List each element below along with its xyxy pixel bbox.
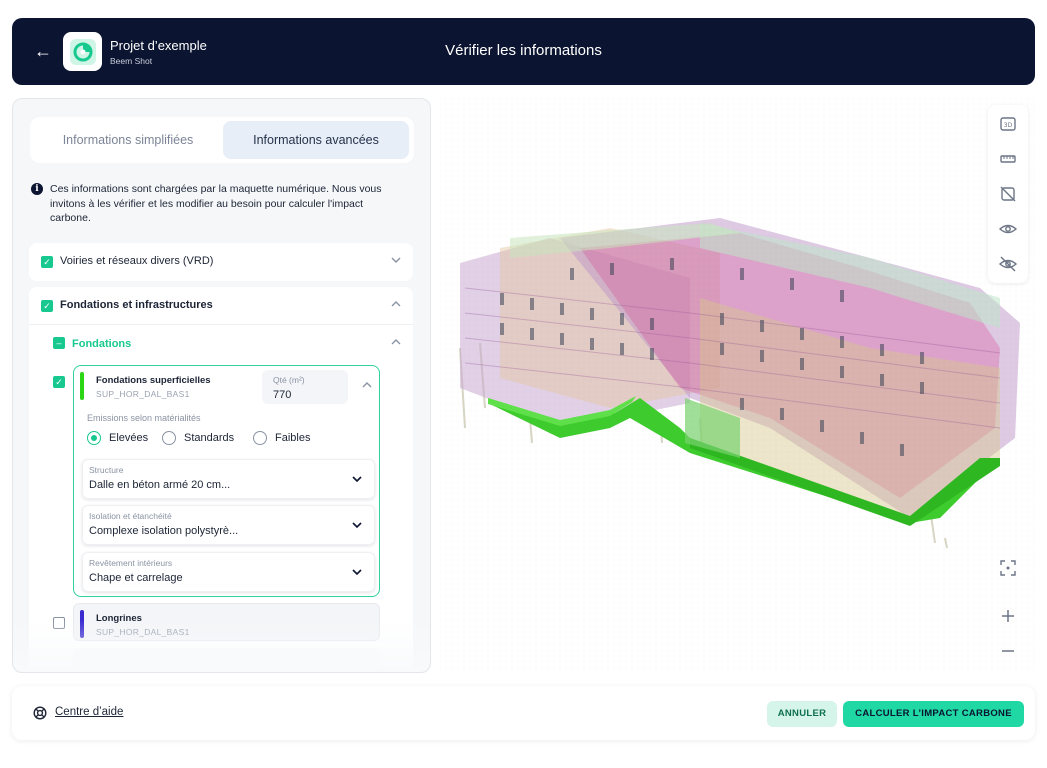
app-logo [63, 32, 102, 71]
tab-informations-avancees[interactable]: Informations avancées [223, 121, 409, 159]
quantity-label: Qté (m²) [273, 375, 305, 385]
chevron-up-icon[interactable] [389, 336, 403, 350]
page-title: Vérifier les informations [445, 42, 602, 59]
structure-select[interactable]: Structure Dalle en béton armé 20 cm... [82, 459, 375, 499]
project-logo-icon [69, 38, 96, 65]
info-message: i Ces informations sont chargées par la … [31, 182, 401, 226]
chevron-down-icon [352, 522, 362, 529]
chevron-down-icon [352, 569, 362, 576]
fondations-checkbox[interactable]: – [53, 337, 65, 349]
calculate-carbon-impact-button[interactable]: CALCULER L’IMPACT CARBONE [843, 701, 1024, 727]
vrd-checkbox[interactable]: ✓ [41, 256, 53, 268]
fondations-label: Fondations [72, 338, 132, 350]
emissions-label: Emissions selon matérialités [87, 413, 201, 423]
building-model [440, 98, 1035, 673]
tab-informations-simplifiees[interactable]: Informations simplifiées [62, 133, 194, 147]
eye-icon[interactable] [998, 219, 1018, 239]
chevron-up-icon[interactable] [361, 379, 373, 393]
zoom-in-icon[interactable] [998, 606, 1018, 626]
zoom-toolbar [988, 548, 1028, 673]
3d-model-viewer[interactable] [440, 98, 1035, 673]
fondations-infra-label: Fondations et infrastructures [60, 299, 213, 311]
longrines-code: SUP_HOR_DAL_BAS1 [96, 627, 190, 637]
longrines-title: Longrines [96, 613, 142, 624]
svg-text:3D: 3D [1004, 122, 1013, 129]
help-center-link[interactable]: Centre d’aide [55, 706, 124, 718]
fondations-subheader[interactable]: – Fondations [29, 325, 413, 361]
quantity-field[interactable]: Qté (m²) 770 [262, 370, 348, 404]
list-item [73, 648, 380, 668]
hide-selection-icon[interactable] [998, 184, 1018, 204]
footer-bar: Centre d’aide ANNULER CALCULER L’IMPACT … [12, 686, 1035, 740]
fondations-infra-checkbox[interactable]: ✓ [41, 300, 53, 312]
arrow-left-icon[interactable]: ← [34, 41, 52, 61]
top-header: ← Projet d’exemple Beem Shot Vérifier le… [12, 18, 1035, 85]
radio-standards[interactable]: Standards [162, 430, 234, 446]
card-title: Fondations superficielles [96, 375, 211, 386]
viewer-toolbar: 3D [988, 105, 1028, 283]
ruler-icon[interactable] [998, 149, 1018, 169]
eye-off-icon[interactable] [998, 254, 1018, 274]
material-color-bar [80, 372, 84, 400]
info-icon: i [31, 183, 43, 195]
revetement-label: Revêtement intérieurs [89, 558, 173, 568]
chevron-up-icon[interactable] [389, 298, 403, 312]
fondations-superficielles-card: Fondations superficielles SUP_HOR_DAL_BA… [73, 365, 380, 597]
chevron-down-icon [352, 476, 362, 483]
revetement-value: Chape et carrelage [89, 572, 183, 584]
cancel-button[interactable]: ANNULER [767, 701, 837, 727]
chevron-down-icon[interactable] [389, 254, 403, 268]
zoom-out-icon[interactable] [998, 641, 1018, 661]
section-vrd[interactable]: ✓ Voiries et réseaux divers (VRD) [29, 243, 413, 281]
isolation-label: Isolation et étanchéité [89, 511, 172, 521]
fondations-superficielles-checkbox[interactable]: ✓ [53, 376, 65, 388]
structure-label: Structure [89, 465, 124, 475]
vrd-label: Voiries et réseaux divers (VRD) [60, 255, 214, 267]
fit-screen-icon[interactable] [998, 558, 1018, 578]
info-text: Ces informations sont chargées par la ma… [50, 183, 382, 224]
lifebuoy-icon [33, 706, 47, 720]
card-code: SUP_HOR_DAL_BAS1 [96, 389, 190, 399]
isolation-value: Complexe isolation polystyrè... [89, 525, 239, 537]
radio-faibles[interactable]: Faibles [253, 430, 310, 446]
view-3d-icon[interactable]: 3D [998, 114, 1018, 134]
project-subtitle: Beem Shot [110, 56, 153, 66]
longrines-row[interactable]: Longrines SUP_HOR_DAL_BAS1 [73, 603, 380, 641]
fondations-infra-header[interactable]: ✓ Fondations et infrastructures [29, 287, 413, 325]
project-name: Projet d’exemple [110, 38, 207, 53]
tab-bar: Informations simplifiées Informations av… [30, 117, 414, 163]
material-color-bar [80, 610, 84, 638]
longrines-checkbox[interactable] [53, 617, 65, 629]
radio-elevees[interactable]: Elevées [87, 430, 148, 446]
isolation-select[interactable]: Isolation et étanchéité Complexe isolati… [82, 505, 375, 545]
structure-value: Dalle en béton armé 20 cm... [89, 479, 231, 491]
revetement-select[interactable]: Revêtement intérieurs Chape et carrelage [82, 552, 375, 592]
quantity-value: 770 [273, 389, 292, 401]
